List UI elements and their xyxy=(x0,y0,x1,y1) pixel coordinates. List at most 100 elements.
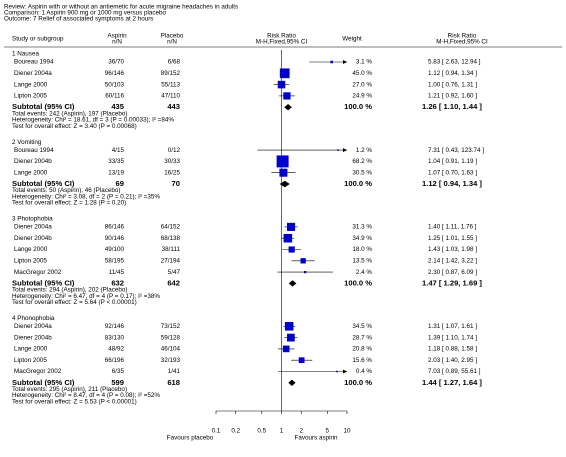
effect: 1.04 [ 0.91, 1.19 ] xyxy=(428,158,477,165)
subtotal-weight: 100.0 % xyxy=(344,179,372,188)
study-name: Diener 2004a xyxy=(14,224,52,231)
subtotal-aspirin: 69 xyxy=(116,179,124,188)
study-name: Lange 2000 xyxy=(14,246,48,253)
subtotal-diamond xyxy=(279,180,290,188)
weight-square xyxy=(298,357,305,364)
effect: 1.43 [ 1.03, 1.98 ] xyxy=(428,246,477,253)
ci-arrow xyxy=(343,60,347,64)
aspirin-events: 96/146 xyxy=(105,70,125,77)
aspirin-events: 58/195 xyxy=(105,257,125,264)
x-tick-label: 5 xyxy=(326,428,330,435)
total-events: Total events: 294 (Aspirin), 202 (Placeb… xyxy=(12,287,128,294)
subtotal-diamond xyxy=(288,379,296,386)
weight: 15.6 % xyxy=(352,357,372,364)
placebo-events: 73/152 xyxy=(161,323,181,330)
weight-square xyxy=(282,345,290,353)
group-title: 4 Phonophobia xyxy=(12,315,55,322)
aspirin-events: 90/146 xyxy=(105,235,125,242)
placebo-events: 5/47 xyxy=(168,269,181,276)
total-events: Total events: 242 (Aspirin), 197 (Placeb… xyxy=(12,110,128,117)
x-tick-label: 10 xyxy=(343,428,351,435)
overall-effect: Test for overall effect: Z = 3.40 (P = 0… xyxy=(12,123,137,130)
subtotal-weight: 100.0 % xyxy=(344,278,372,287)
weight: 13.5 % xyxy=(352,257,372,264)
placebo-events: 30/33 xyxy=(164,158,180,165)
weight: 34.9 % xyxy=(352,235,372,242)
aspirin-events: 83/130 xyxy=(105,334,125,341)
placebo-events: 47/110 xyxy=(161,93,180,100)
subtotal-placebo: 642 xyxy=(167,278,180,287)
x-tick-label: 1 xyxy=(280,428,284,435)
weight: 27.0 % xyxy=(352,81,372,88)
study-name: Boureau 1994 xyxy=(14,147,54,154)
study-name: Boureau 1994 xyxy=(14,59,54,66)
placebo-events: 64/152 xyxy=(161,224,181,231)
effect: 2.14 [ 1.42, 3.22 ] xyxy=(428,257,477,264)
weight-square xyxy=(279,168,288,177)
col-study: Study or subgroup xyxy=(12,36,64,43)
heterogeneity: Heterogeneity: Chi² = 3.08, df = 2 (P = … xyxy=(12,193,160,200)
aspirin-events: 4/15 xyxy=(112,147,125,154)
total-events: Total events: 50 (Aspirin), 46 (Placebo) xyxy=(12,187,121,194)
favours-left: Favours placebo xyxy=(167,435,214,442)
study-name: Lipton 2005 xyxy=(14,257,47,264)
study-name: Lipton 2005 xyxy=(14,357,47,364)
weight: 30.5 % xyxy=(352,169,372,176)
study-name: MacGregor 2002 xyxy=(14,269,62,276)
weight-square xyxy=(288,246,295,253)
heterogeneity: Heterogeneity: Chi² = 8.47, df = 4 (P = … xyxy=(12,392,160,399)
weight: 2.4 % xyxy=(356,269,373,276)
placebo-events: 46/104 xyxy=(161,346,181,353)
aspirin-events: 50/103 xyxy=(105,81,125,88)
placebo-events: 1/41 xyxy=(168,368,181,375)
subtotal-diamond xyxy=(288,280,297,287)
weight-square xyxy=(287,222,296,231)
study-name: Diener 2004b xyxy=(14,235,52,242)
col-aspirin-sub: n/N xyxy=(112,39,122,46)
col-effect: Risk Ratio xyxy=(448,33,477,40)
placebo-events: 38/111 xyxy=(162,246,181,253)
weight-square xyxy=(337,149,339,151)
effect: 1.31 [ 1.07, 1.61 ] xyxy=(428,323,477,330)
group-title: 2 Vomiting xyxy=(12,139,42,146)
weight: 1.2 % xyxy=(356,147,373,154)
aspirin-events: 13/19 xyxy=(108,169,124,176)
total-events: Total events: 295 (Aspirin), 211 (Placeb… xyxy=(12,386,127,393)
study-name: Diener 2004b xyxy=(14,334,52,341)
x-tick-label: 2 xyxy=(299,428,303,435)
review: Review: Aspirin with or without an antie… xyxy=(4,4,238,11)
effect: 1.00 [ 0.76, 1.31 ] xyxy=(428,81,477,88)
weight-square xyxy=(276,155,289,168)
x-tick-label: 0.2 xyxy=(231,428,240,435)
subtotal-effect: 1.44 [ 1.27, 1.64 ] xyxy=(422,378,482,387)
placebo-events: 16/25 xyxy=(164,169,180,176)
placebo-events: 68/138 xyxy=(161,235,181,242)
placebo-events: 32/193 xyxy=(161,357,181,364)
subtotal-effect: 1.12 [ 0.94, 1.34 ] xyxy=(422,179,482,188)
placebo-events: 55/113 xyxy=(161,81,180,88)
favours-right: Favours aspirin xyxy=(294,435,338,442)
group-title: 3 Photophobia xyxy=(12,216,53,223)
weight: 20.8 % xyxy=(352,346,372,353)
weight-square xyxy=(286,333,295,342)
effect: 1.25 [ 1.01, 1.55 ] xyxy=(428,235,477,242)
study-name: Lange 2000 xyxy=(14,169,48,176)
weight: 28.7 % xyxy=(352,334,372,341)
weight-square xyxy=(283,92,291,100)
weight: 34.5 % xyxy=(352,323,372,330)
study-name: Diener 2004a xyxy=(14,323,52,330)
col-plot-sub: M-H,Fixed,95% CI xyxy=(256,39,308,46)
subtotal-weight: 100.0 % xyxy=(344,102,372,111)
subtotal-label: Subtotal (95% CI) xyxy=(12,378,75,387)
placebo-events: 0/12 xyxy=(168,147,181,154)
weight-square xyxy=(279,68,290,79)
overall-effect: Test for overall effect: Z = 5.53 (P < 0… xyxy=(12,398,137,405)
weight-square xyxy=(304,270,307,274)
weight: 68.2 % xyxy=(352,158,372,165)
weight: 24.9 % xyxy=(352,93,372,100)
weight-square xyxy=(283,233,293,243)
aspirin-events: 6/35 xyxy=(112,368,125,375)
placebo-events: 59/128 xyxy=(161,334,181,341)
placebo-events: 27/194 xyxy=(161,257,181,264)
